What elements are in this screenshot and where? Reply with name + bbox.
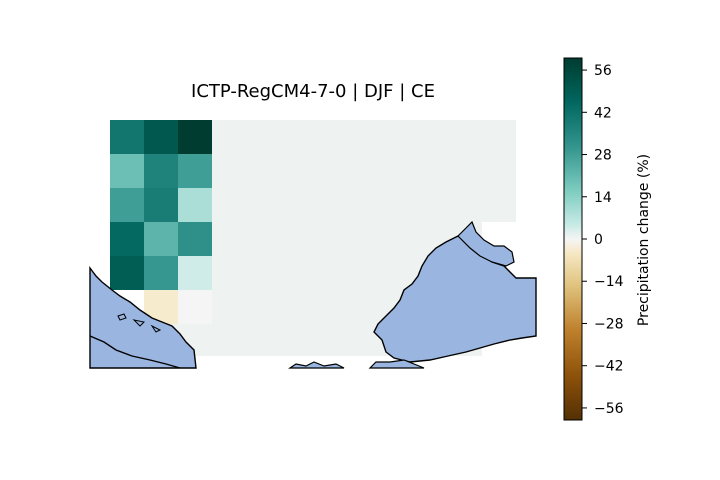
precip-cell [144, 120, 178, 154]
island-shape [117, 313, 127, 321]
precip-cell [144, 188, 178, 222]
colorbar-label: Precipitation change (%) [636, 154, 652, 326]
precip-cell [178, 188, 212, 222]
map-area [89, 120, 537, 369]
precip-cell [178, 290, 212, 324]
precip-cell [110, 188, 144, 222]
island-shape [132, 319, 146, 327]
colorbar-tick-label: 0 [594, 232, 603, 248]
adriatic-sea [89, 265, 197, 369]
colorbar-tick-label: −14 [594, 274, 624, 290]
precip-cell [178, 256, 212, 290]
precip-cell [144, 154, 178, 188]
precip-cell [110, 256, 144, 290]
colorbar-tick-label: 14 [594, 190, 612, 206]
island-shape [150, 324, 162, 333]
colorbar-ticks: 56 42 28 14 0 −14 −28 −42 −56 [582, 63, 624, 417]
colorbar-tick-label: 56 [594, 63, 612, 79]
colorbar-tick-label: 42 [594, 105, 612, 121]
colorbar-tick-label: −56 [594, 401, 624, 417]
precip-cell [178, 222, 212, 256]
page-title: ICTP-RegCM4-7-0 | DJF | CE [191, 81, 435, 102]
precip-cell [144, 256, 178, 290]
precip-cell [110, 154, 144, 188]
precip-cells [110, 120, 212, 324]
background-field [178, 120, 516, 222]
colorbar: 56 42 28 14 0 −14 −28 −42 −56 Precipitation chan… [563, 57, 652, 421]
colorbar-fill [563, 57, 583, 421]
marmara-fragment [368, 359, 425, 369]
precip-cell [110, 222, 144, 256]
precip-cell [178, 154, 212, 188]
colorbar-tick-label: −28 [594, 316, 624, 332]
italy-coast [89, 335, 181, 369]
colorbar-tick-label: 28 [594, 148, 612, 164]
precip-cell [144, 222, 178, 256]
colorbar-tick-label: −42 [594, 359, 624, 375]
precip-cell [110, 120, 144, 154]
aegean-fragment [288, 361, 345, 369]
precip-cell [178, 120, 212, 154]
azov-sea [457, 220, 515, 267]
